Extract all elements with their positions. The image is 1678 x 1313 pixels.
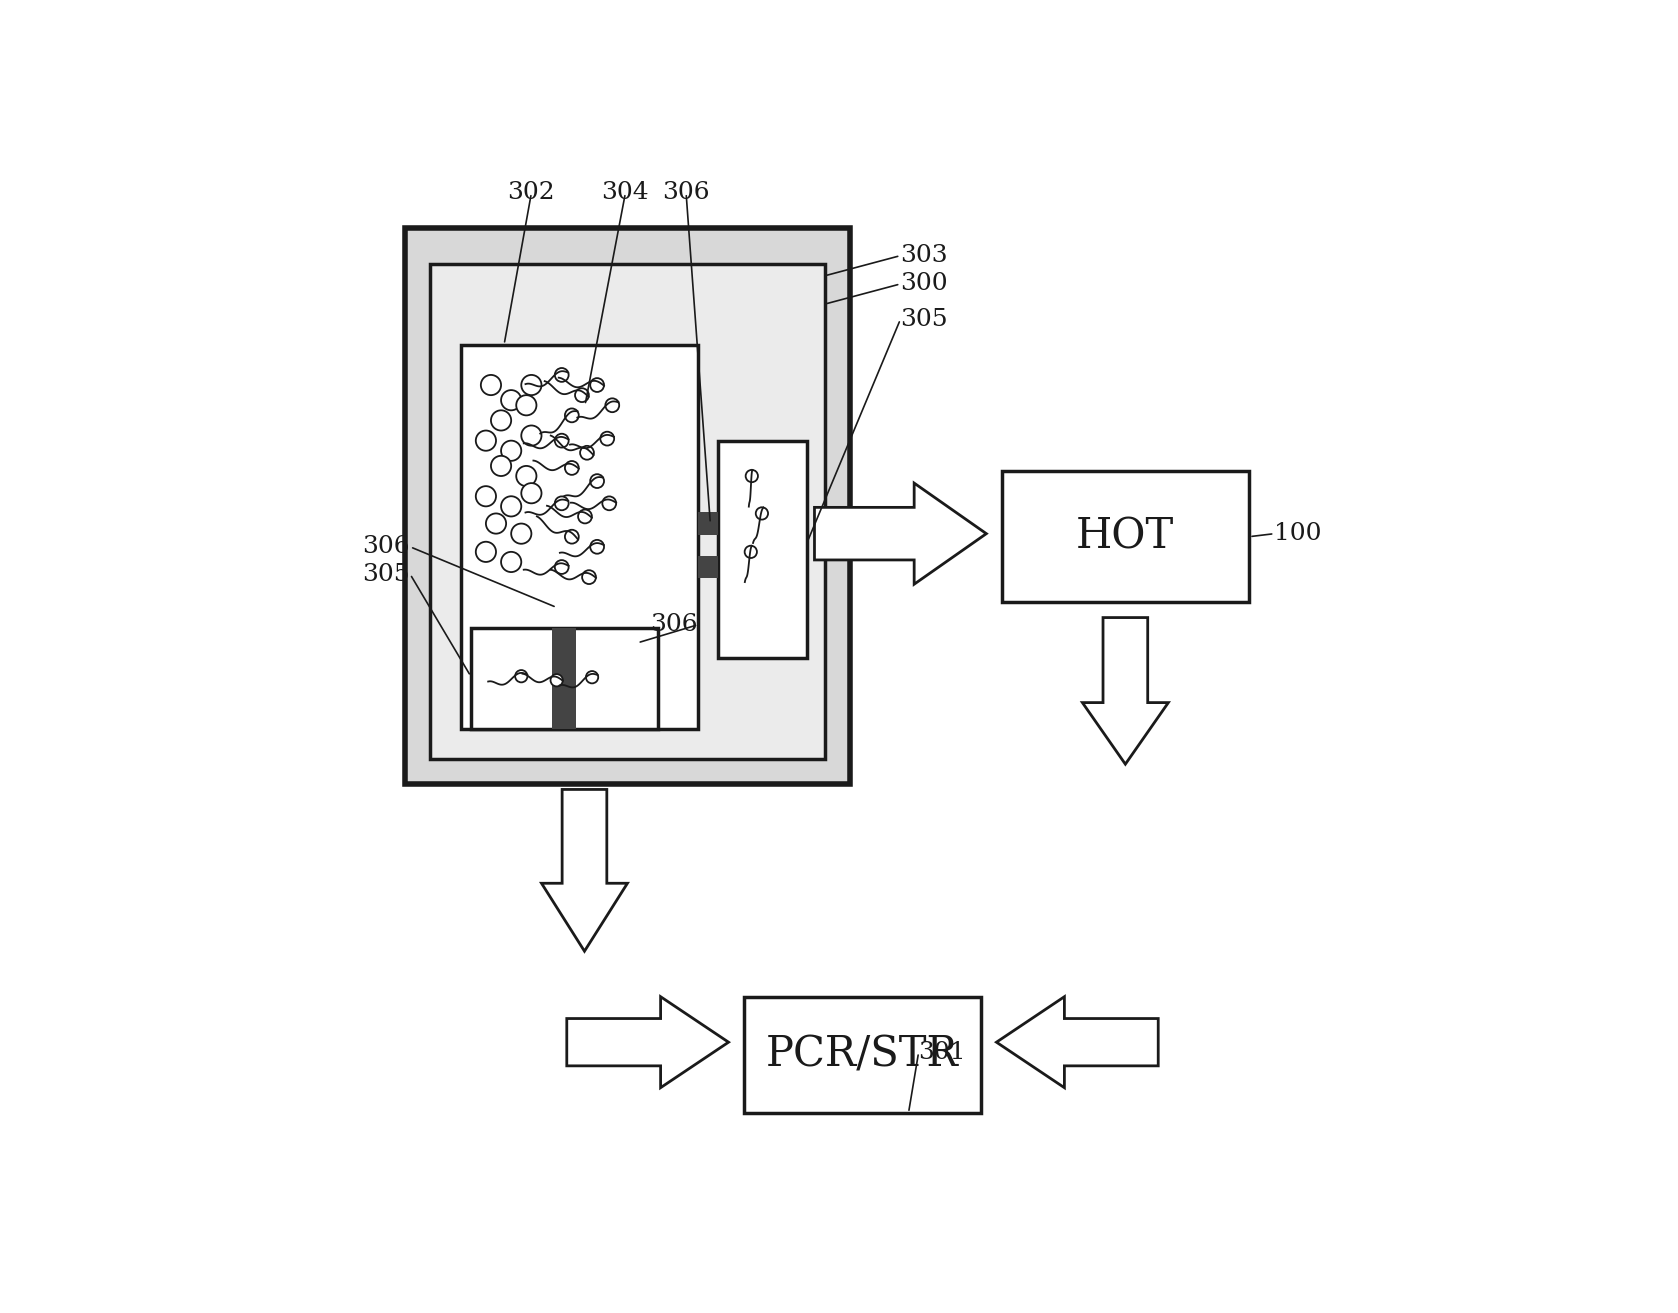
Text: 306: 306 — [362, 536, 409, 558]
Circle shape — [515, 670, 527, 683]
Circle shape — [512, 524, 532, 544]
Bar — [552, 628, 576, 729]
Circle shape — [606, 398, 619, 412]
Circle shape — [602, 496, 616, 511]
Polygon shape — [997, 997, 1158, 1087]
Circle shape — [550, 674, 562, 687]
Circle shape — [586, 671, 597, 683]
Circle shape — [555, 496, 569, 511]
Circle shape — [477, 542, 497, 562]
Circle shape — [555, 433, 569, 448]
Circle shape — [482, 376, 502, 395]
Text: PCR/STR: PCR/STR — [767, 1033, 958, 1075]
Circle shape — [565, 461, 579, 475]
Text: 303: 303 — [901, 244, 948, 267]
Circle shape — [555, 368, 569, 382]
Circle shape — [582, 570, 596, 584]
Circle shape — [565, 529, 579, 544]
Circle shape — [581, 446, 594, 460]
Text: 305: 305 — [362, 562, 409, 586]
Circle shape — [577, 509, 592, 524]
Circle shape — [492, 456, 512, 477]
Text: 100: 100 — [1275, 523, 1322, 545]
Text: 301: 301 — [918, 1041, 967, 1064]
Polygon shape — [542, 789, 628, 951]
Circle shape — [477, 486, 497, 507]
Polygon shape — [814, 483, 987, 584]
Bar — [743, 997, 982, 1113]
Circle shape — [522, 376, 542, 395]
Circle shape — [601, 432, 614, 445]
Bar — [472, 628, 658, 729]
Bar — [698, 555, 718, 578]
Circle shape — [591, 540, 604, 554]
Circle shape — [555, 561, 569, 574]
Circle shape — [522, 483, 542, 503]
Text: 306: 306 — [651, 613, 698, 635]
Circle shape — [517, 395, 537, 415]
Circle shape — [502, 390, 522, 410]
Bar — [1002, 471, 1248, 603]
Bar — [718, 441, 807, 658]
Circle shape — [502, 551, 522, 572]
Circle shape — [522, 425, 542, 445]
Polygon shape — [1082, 617, 1168, 764]
Circle shape — [517, 466, 537, 486]
Circle shape — [487, 513, 507, 533]
Circle shape — [492, 410, 512, 431]
Text: HOT: HOT — [1076, 516, 1175, 558]
Circle shape — [502, 441, 522, 461]
Bar — [698, 512, 718, 534]
Text: 305: 305 — [901, 307, 948, 331]
Circle shape — [591, 474, 604, 488]
Bar — [461, 344, 698, 729]
Circle shape — [502, 496, 522, 516]
Text: 306: 306 — [663, 181, 710, 205]
Circle shape — [477, 431, 497, 450]
Circle shape — [745, 546, 757, 558]
Circle shape — [576, 389, 589, 402]
Bar — [430, 264, 824, 759]
Polygon shape — [567, 997, 728, 1087]
Text: 300: 300 — [901, 272, 948, 295]
Circle shape — [565, 408, 579, 423]
Bar — [404, 228, 849, 784]
Circle shape — [591, 378, 604, 393]
Text: 302: 302 — [507, 181, 555, 205]
Text: 304: 304 — [602, 181, 649, 205]
Circle shape — [755, 507, 769, 520]
Circle shape — [745, 470, 758, 482]
